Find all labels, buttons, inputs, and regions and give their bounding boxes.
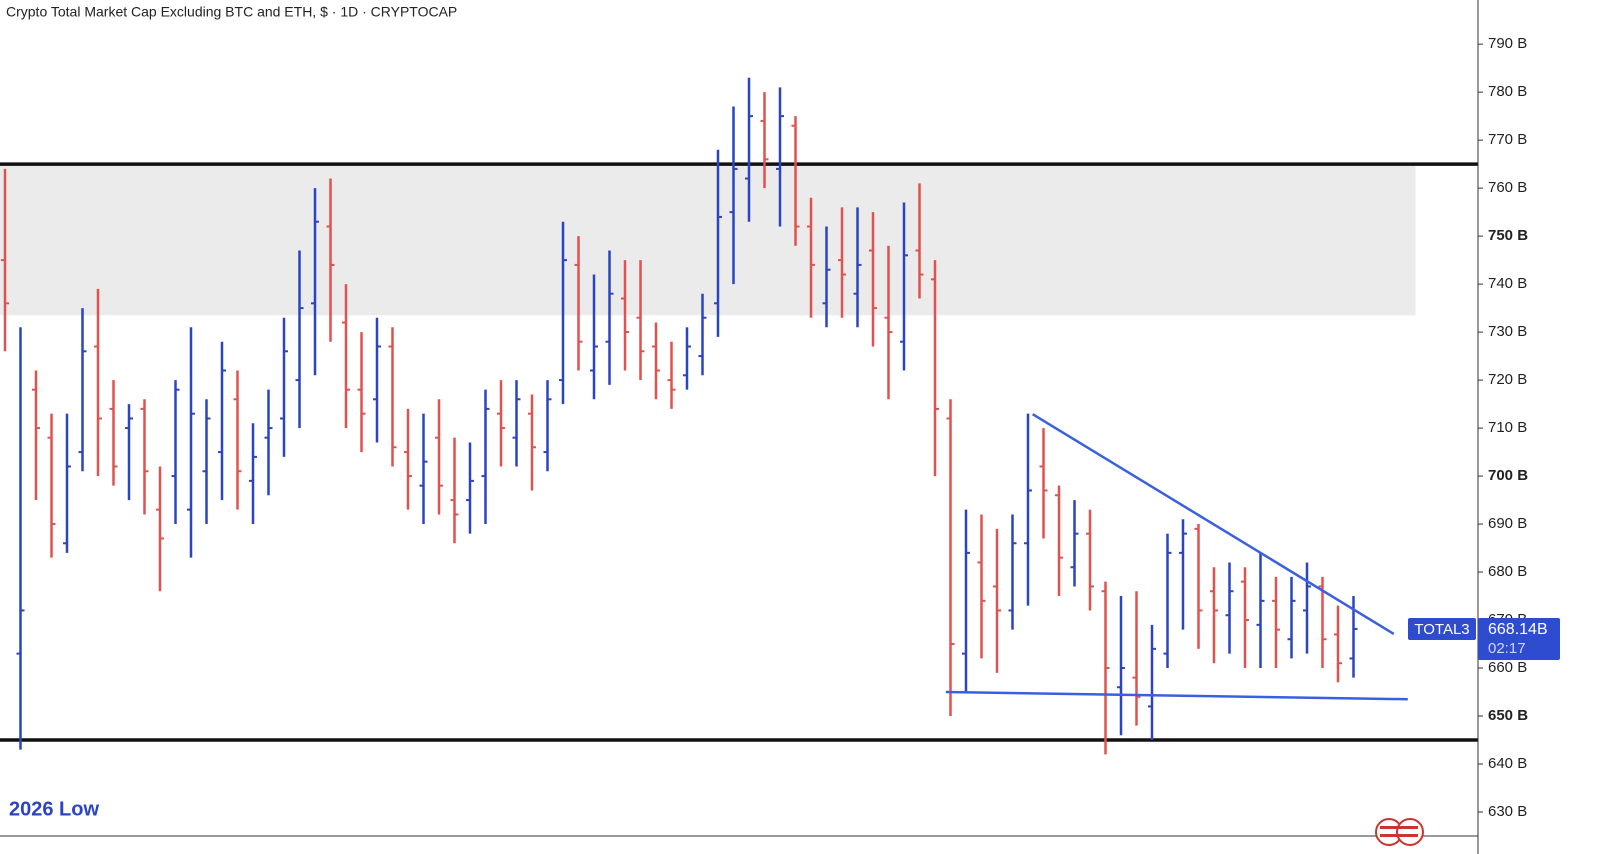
price-tag-box [1478, 617, 1560, 660]
y-tick-label: 740 B [1488, 275, 1527, 292]
trendline [945, 690, 1408, 701]
y-tick-label: 760 B [1488, 179, 1527, 196]
price-tag-name-box [1408, 617, 1476, 640]
y-tick-label: 710 B [1488, 419, 1527, 436]
price-tag-value: 668.14B [1488, 621, 1548, 638]
price-tag-countdown: 02:17 [1488, 640, 1526, 657]
y-tick-label: 630 B [1488, 803, 1527, 820]
trendline [1032, 413, 1395, 636]
y-tick-label: 780 B [1488, 83, 1527, 100]
y-tick-label: 730 B [1488, 323, 1527, 340]
plot-area [0, 77, 1478, 755]
y-tick-label: 650 B [1488, 707, 1528, 724]
annotation: 2026 Low [9, 798, 99, 820]
y-tick-label: 750 B [1488, 227, 1528, 244]
y-tick-label: 720 B [1488, 371, 1527, 388]
y-tick-label: 790 B [1488, 35, 1527, 52]
y-tick-label: 690 B [1488, 515, 1527, 532]
flag-icons [1375, 818, 1424, 846]
zone [0, 164, 1416, 316]
y-tick-label: 660 B [1488, 659, 1527, 676]
price-tag-name: TOTAL3 [1414, 621, 1469, 638]
chart-title: Crypto Total Market Cap Excluding BTC an… [6, 4, 457, 20]
y-tick-label: 700 B [1488, 467, 1528, 484]
y-tick-label: 680 B [1488, 563, 1527, 580]
y-tick-label: 770 B [1488, 131, 1527, 148]
y-tick-label: 640 B [1488, 755, 1527, 772]
